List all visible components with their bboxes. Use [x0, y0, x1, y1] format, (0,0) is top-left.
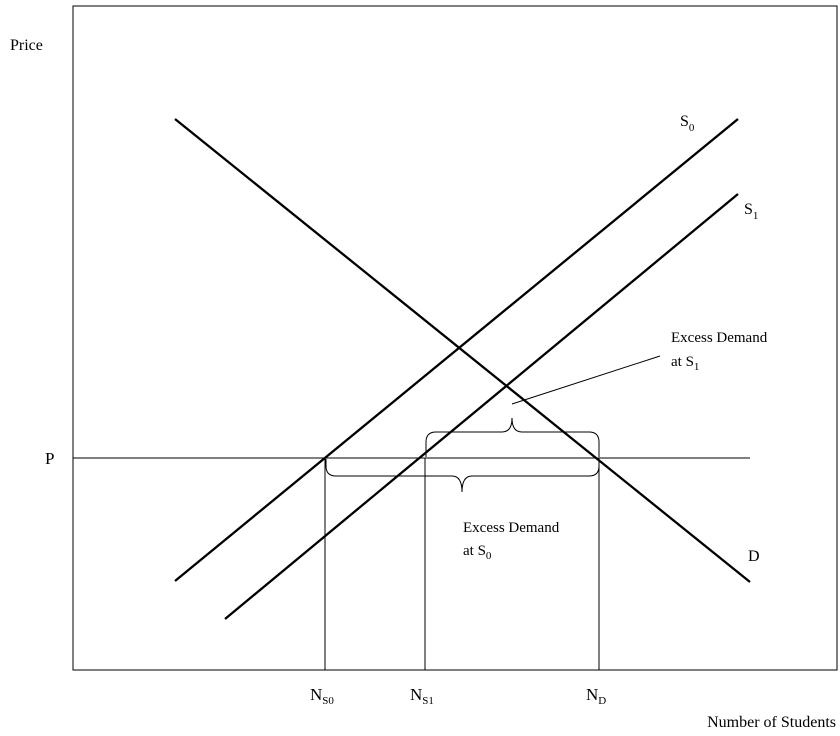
supply-curve-s1: [224, 193, 739, 620]
d-label-main: D: [748, 548, 760, 565]
d-label: D: [748, 548, 760, 565]
excess-demand-s1-brace: [425, 417, 600, 457]
ns0-label-sub: S0: [322, 695, 334, 707]
ns1-label: NS1: [410, 685, 434, 707]
ns0-label: NS0: [310, 685, 334, 707]
excess-demand-s0-line2: at S0: [463, 543, 492, 562]
excess-demand-s1-leader: [511, 355, 661, 405]
ns1-label-sub: S1: [422, 695, 434, 707]
s0-label-sub: 0: [689, 122, 695, 134]
excess-demand-s1-line1: Excess Demand: [671, 330, 768, 346]
y-axis-label: Price: [10, 37, 43, 54]
nd-label-main: N: [586, 685, 598, 704]
excess-demand-s1-line2: at S1: [671, 354, 699, 373]
s0-label-main: S: [680, 113, 689, 130]
ns1-label-main: N: [410, 685, 422, 704]
s0-label: S0: [680, 113, 695, 134]
nd-label: ND: [586, 685, 606, 707]
demand-curve: [174, 118, 751, 583]
excess-demand-s1-line2-sub: 1: [694, 361, 700, 373]
ns0-label-main: N: [310, 685, 322, 704]
excess-demand-s0-line2-sub: 0: [486, 550, 492, 562]
excess-demand-s1-line2-main: at S: [671, 354, 694, 370]
supply-curve-s0: [174, 118, 739, 582]
excess-demand-s0-line2-main: at S: [463, 543, 486, 559]
nd-label-sub: D: [598, 695, 606, 707]
s1-label-sub: 1: [753, 210, 759, 222]
excess-demand-s0-line1: Excess Demand: [463, 520, 560, 536]
x-axis-label: Number of Students: [707, 714, 836, 731]
plot-frame: [72, 5, 838, 671]
s1-label: S1: [744, 201, 758, 222]
price-level-label: P: [45, 449, 54, 468]
s1-label-main: S: [744, 201, 753, 218]
excess-demand-s0-brace: [325, 459, 600, 493]
